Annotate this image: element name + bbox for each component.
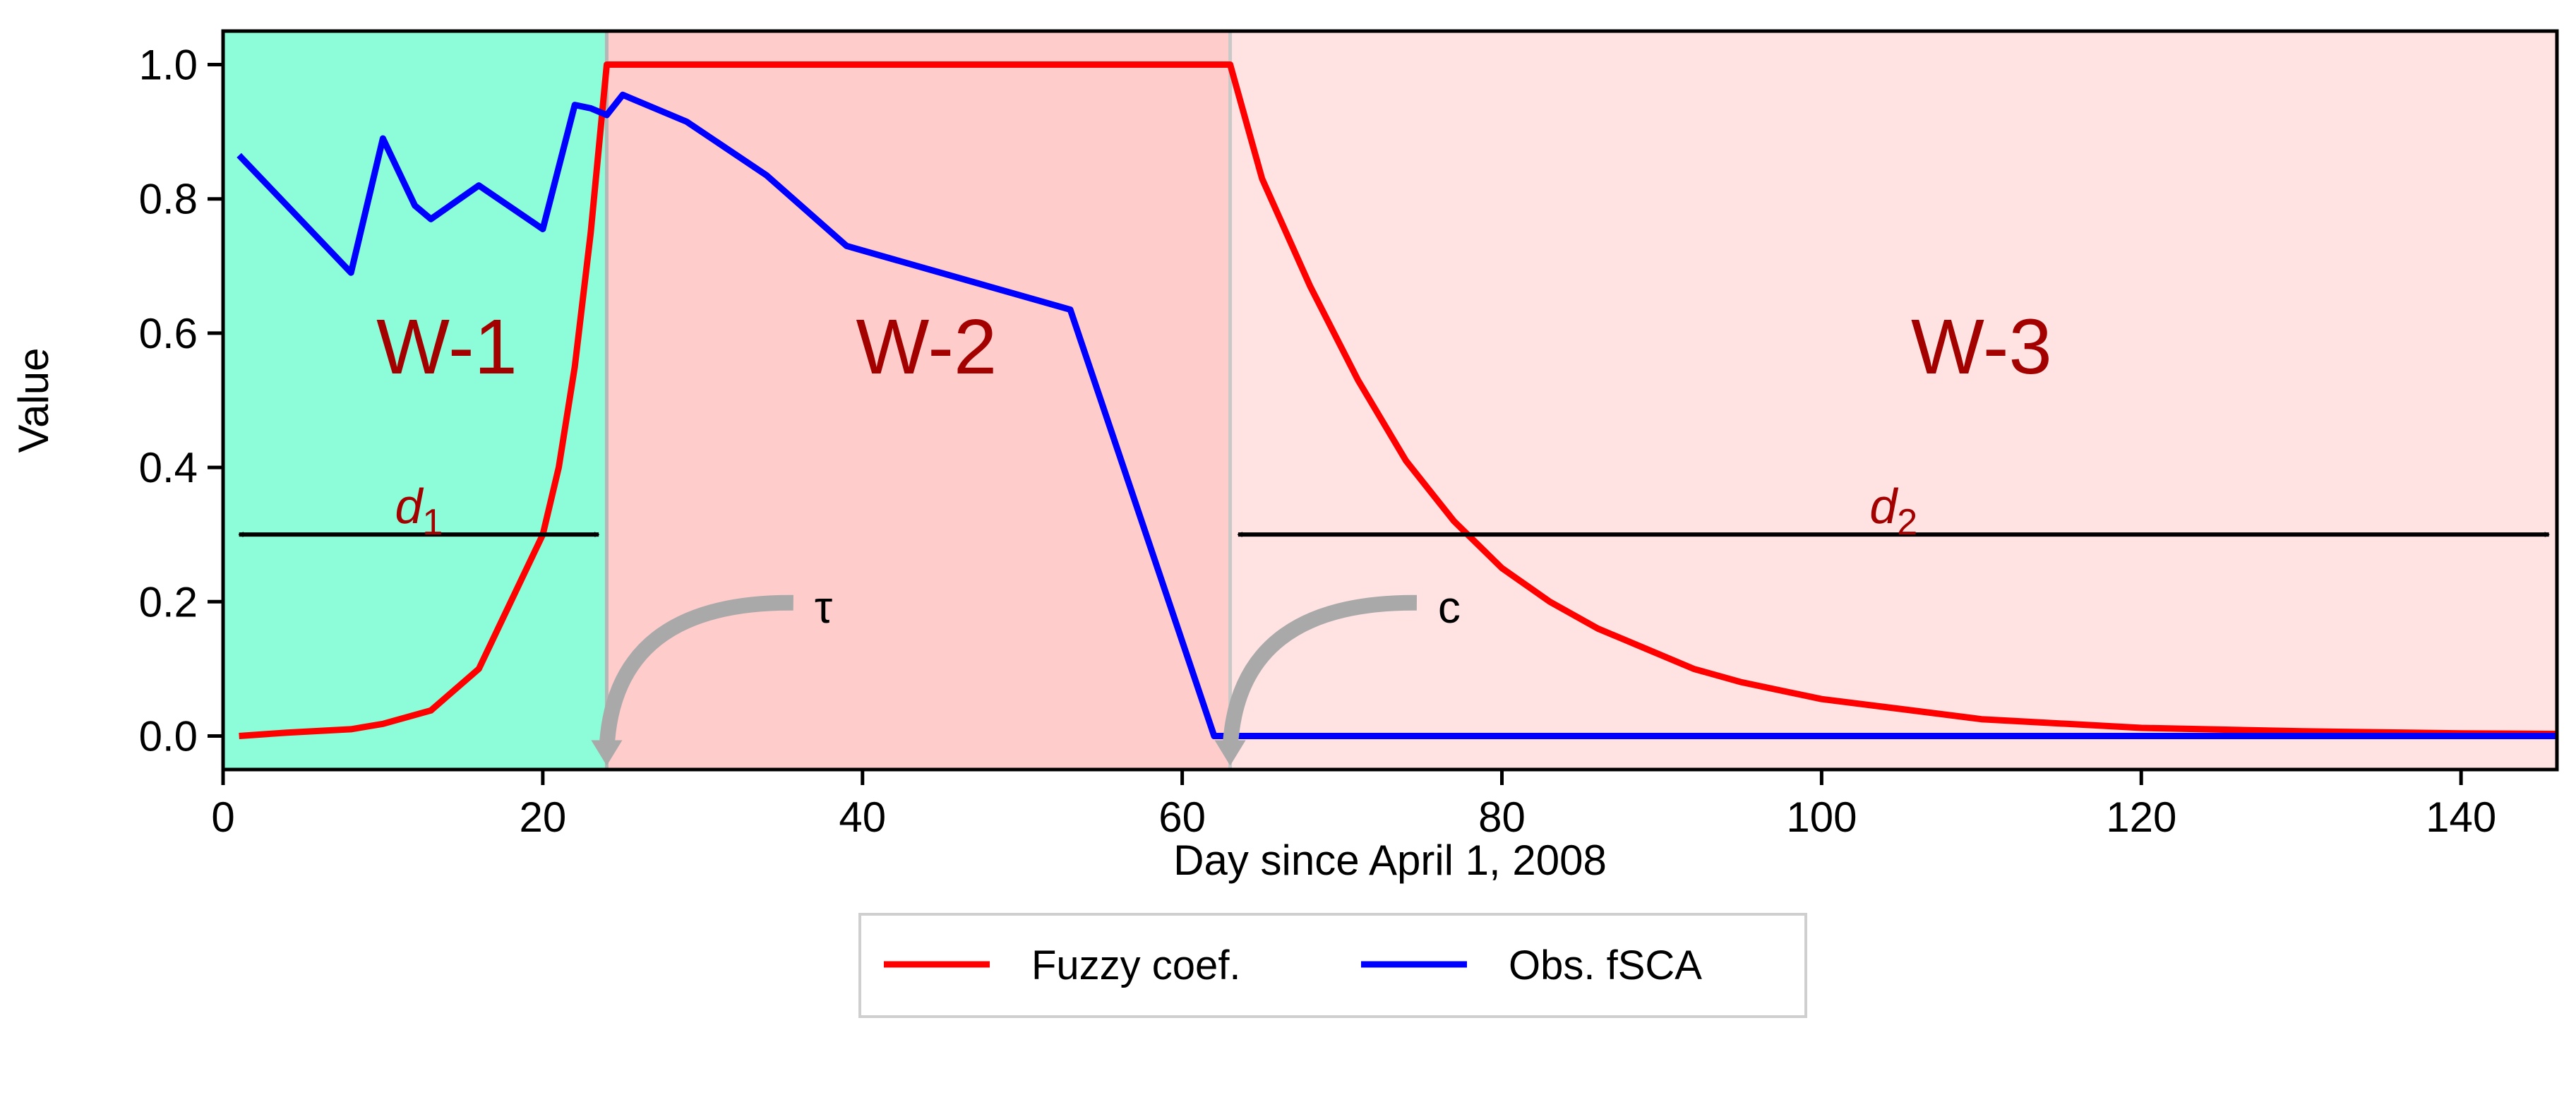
annotation-arrowhead-tau: [591, 740, 623, 766]
region-w-3: [1230, 31, 2557, 770]
x-axis-ticks: 0 20 40 60 80 100 120 140: [211, 770, 2496, 841]
data-series: [236, 61, 2557, 739]
y-tick-label: 0.0: [139, 712, 198, 760]
region-label-w-2: W-2: [856, 304, 998, 390]
arrow-label-subscript: 1: [422, 502, 443, 543]
y-tick-label: 1.0: [139, 42, 198, 89]
annotation-arrowhead-c: [1214, 740, 1246, 766]
arrow-label-d1: d1: [395, 479, 443, 543]
y-tick-label: 0.2: [139, 578, 198, 626]
annotation-arrow-c: [1222, 594, 1418, 750]
region-w-2: [606, 31, 1230, 770]
arrow-label-symbol: d: [395, 479, 424, 534]
region-labels: W-1 W-2 W-3: [376, 304, 2051, 390]
duration-arrows: d1 d2: [239, 479, 2549, 543]
x-tick-label: 40: [839, 794, 886, 841]
axes-frame: [221, 29, 2559, 772]
x-tick-label: 20: [520, 794, 567, 841]
series-line-obs-fsca: [236, 91, 2557, 739]
region-label-w-1: W-1: [376, 304, 517, 390]
y-tick-label: 0.8: [139, 176, 198, 223]
arrow-label-subscript: 2: [1897, 502, 1917, 543]
x-tick-label: 120: [2106, 794, 2176, 841]
arrow-label-d2: d2: [1869, 479, 1917, 543]
y-tick-label: 0.6: [139, 310, 198, 357]
legend-frame: [858, 913, 1807, 1018]
x-tick-label: 80: [1478, 794, 1526, 841]
x-tick-label: 140: [2426, 794, 2496, 841]
legend: Fuzzy coef. Obs. fSCA: [858, 913, 1807, 1018]
x-tick-label: 100: [1786, 794, 1857, 841]
y-tick-label: 0.4: [139, 444, 198, 491]
y-axis-ticks: 0.0 0.2 0.4 0.6 0.8 1.0: [139, 42, 223, 760]
x-tick-label: 0: [211, 794, 234, 841]
annotation-label-tau: τ: [815, 582, 832, 633]
legend-label-obs-fsca: Obs. fSCA: [1509, 943, 1702, 988]
annotation-label-c: c: [1438, 582, 1461, 633]
region-w-1: [223, 31, 607, 770]
y-axis-label: Value: [10, 347, 57, 453]
x-tick-label: 60: [1158, 794, 1206, 841]
x-axis-label: Day since April 1, 2008: [1173, 837, 1607, 884]
region-boundaries: [604, 31, 1233, 770]
annotation-arrow-tau: [599, 594, 793, 750]
region-label-w-3: W-3: [1911, 304, 2052, 390]
arrow-label-symbol: d: [1869, 479, 1898, 534]
legend-label-fuzzy-coef: Fuzzy coef.: [1031, 943, 1241, 988]
series-line-fuzzy-coef: [239, 61, 2557, 739]
shaded-regions: [223, 31, 2557, 770]
